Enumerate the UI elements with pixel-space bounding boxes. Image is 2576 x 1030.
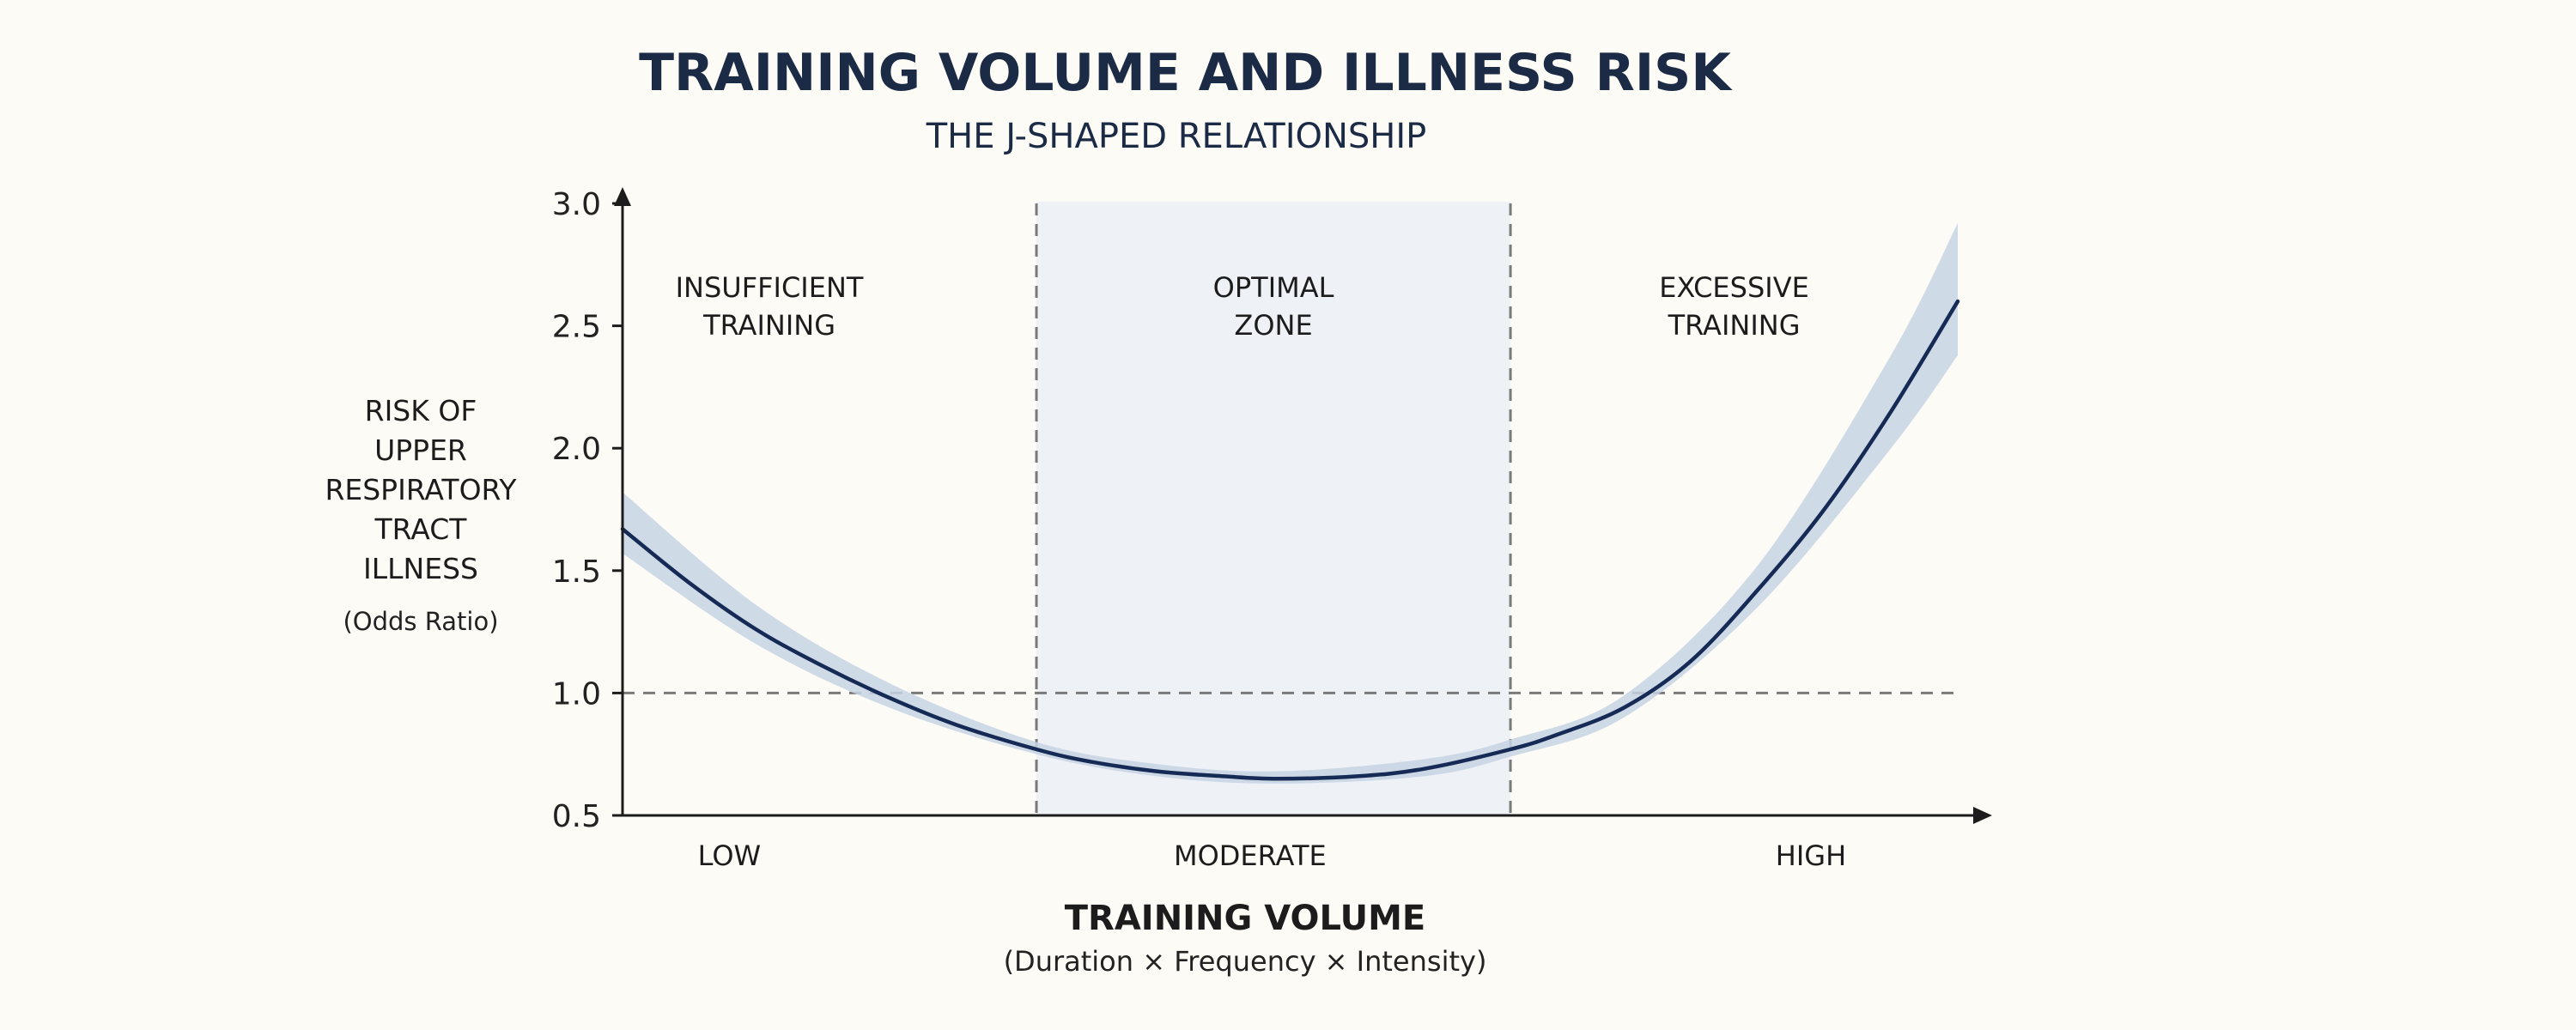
zone-label: TRAINING [1668,309,1801,342]
zone-label: ZONE [1234,309,1312,342]
x-category-label: MODERATE [1174,839,1327,872]
y-tick-label: 0.5 [552,799,601,834]
y-tick-label: 1.5 [552,554,601,590]
chart-subtitle: THE J-SHAPED RELATIONSHIP [926,117,1427,156]
optimal-zone-band [1036,202,1511,815]
y-axis-label: RISK OF [365,394,477,427]
y-tick-label: 2.0 [552,432,601,467]
y-axis-arrow [614,187,631,206]
chart-title: TRAINING VOLUME AND ILLNESS RISK [639,43,1733,103]
x-category-label: LOW [698,839,762,872]
y-axis-unit: (Odds Ratio) [343,607,498,636]
y-tick-label: 2.5 [552,310,601,345]
x-axis-arrow [1973,807,1992,824]
y-axis-label: RESPIRATORY [325,473,517,506]
x-axis-sublabel: (Duration × Frequency × Intensity) [1004,945,1487,978]
y-axis-label: ILLNESS [363,552,478,585]
x-category-label: HIGH [1776,839,1846,872]
x-axis-label: TRAINING VOLUME [1065,899,1425,938]
zone-label: EXCESSIVE [1659,271,1809,304]
risk-curve [620,299,1960,781]
y-tick-label: 3.0 [552,187,601,222]
y-axis-label: UPPER [374,433,467,467]
zone-label: OPTIMAL [1213,271,1334,304]
zone-label: TRAINING [702,309,835,342]
zone-label: INSUFFICIENT [676,271,864,304]
y-tick-label: 1.0 [552,676,601,712]
y-axis-label: TRACT [374,512,468,546]
